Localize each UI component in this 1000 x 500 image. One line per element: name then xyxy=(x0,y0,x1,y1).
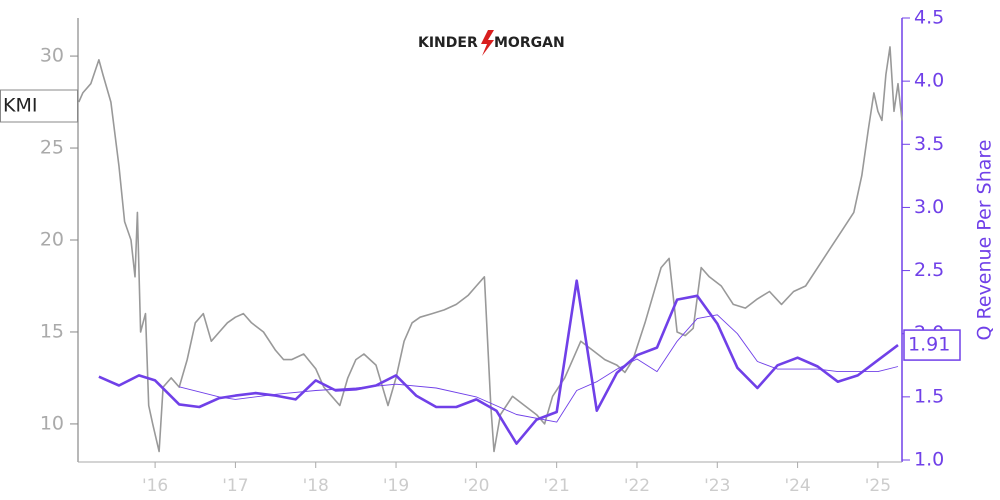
logo-right: MORGAN xyxy=(494,35,565,51)
y2-tick-label: 3.0 xyxy=(914,196,944,218)
x-tick-label: '24 xyxy=(784,476,810,496)
y-tick-label: 15 xyxy=(40,320,64,342)
logo-bolt xyxy=(481,30,494,56)
y2-tick-label: 1.0 xyxy=(914,449,944,471)
y2-tick-label: 3.5 xyxy=(914,133,944,155)
logo-left: KINDER xyxy=(418,35,478,51)
x-tick-label: '16 xyxy=(142,476,168,496)
y2-axis-label: Q Revenue Per Share xyxy=(974,140,996,341)
x-tick-label: '23 xyxy=(704,476,730,496)
last-value-label: 1.91 xyxy=(908,334,950,356)
y2-tick-label: 2.5 xyxy=(914,259,944,281)
x-tick-label: '21 xyxy=(544,476,570,496)
y2-tick-label: 4.0 xyxy=(914,70,944,92)
y-tick-label: 30 xyxy=(40,45,64,67)
ticker-box xyxy=(0,89,78,123)
x-tick-label: '19 xyxy=(383,476,409,496)
x-tick-label: '18 xyxy=(303,476,329,496)
y-tick-label: 10 xyxy=(40,412,64,434)
y-tick-label: 20 xyxy=(40,229,64,251)
x-tick-label: '20 xyxy=(463,476,489,496)
series-line xyxy=(98,279,899,445)
y2-tick-label: 4.5 xyxy=(914,7,944,29)
x-tick-label: '25 xyxy=(865,476,891,496)
ticker-label: KMI xyxy=(3,95,37,117)
y-tick-label: 25 xyxy=(40,137,64,159)
series-line xyxy=(78,46,903,453)
series-line xyxy=(179,314,899,423)
y2-tick-label: 1.5 xyxy=(914,385,944,407)
x-tick-label: '17 xyxy=(222,476,248,496)
x-tick-label: '22 xyxy=(624,476,650,496)
last-value-box xyxy=(903,329,961,361)
